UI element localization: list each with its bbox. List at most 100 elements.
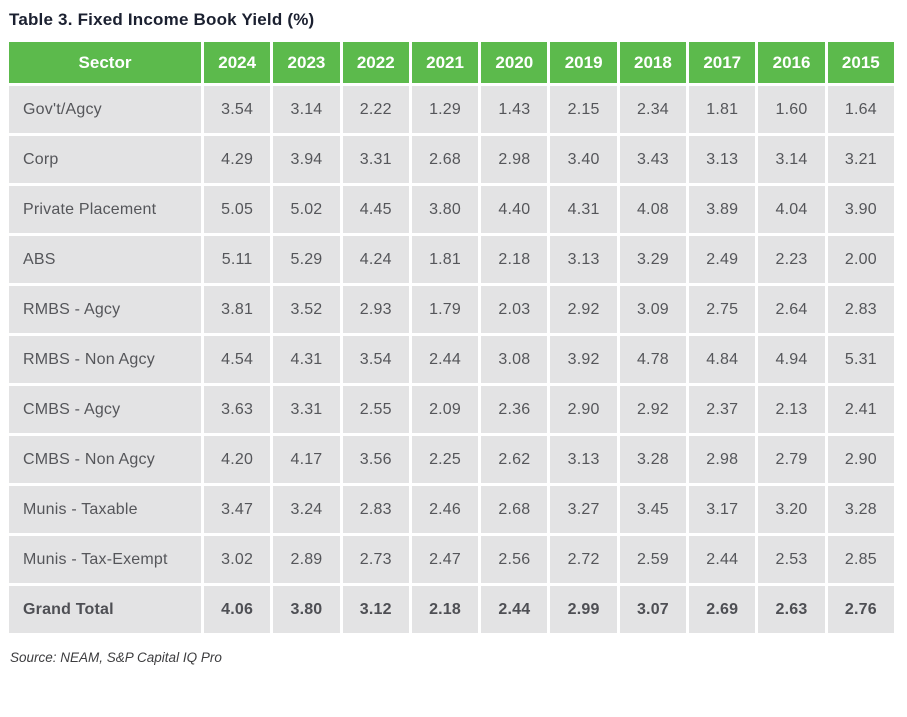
value-cell: 2.59 <box>619 536 687 583</box>
value-cell: 5.31 <box>827 336 894 383</box>
value-cell: 3.21 <box>827 136 894 183</box>
value-cell: 4.04 <box>758 186 825 233</box>
value-cell: 4.45 <box>342 186 409 233</box>
value-cell: 2.64 <box>758 286 825 333</box>
value-cell: 3.89 <box>689 186 756 233</box>
value-cell: 3.13 <box>550 436 617 483</box>
value-cell: 2.03 <box>481 286 548 333</box>
value-cell: 2.44 <box>481 586 548 633</box>
value-cell: 2.85 <box>827 536 894 583</box>
value-cell: 1.81 <box>689 86 756 133</box>
sector-cell: ABS <box>9 236 201 283</box>
value-cell: 3.54 <box>204 86 271 133</box>
value-cell: 2.89 <box>273 536 340 583</box>
table-title: Table 3. Fixed Income Book Yield (%) <box>9 10 315 29</box>
value-cell: 2.92 <box>619 386 687 433</box>
value-cell: 3.52 <box>273 286 340 333</box>
sector-cell: Private Placement <box>9 186 201 233</box>
value-cell: 3.28 <box>827 486 894 533</box>
sector-cell: CMBS - Non Agcy <box>9 436 201 483</box>
value-cell: 3.81 <box>204 286 271 333</box>
value-cell: 2.34 <box>619 86 687 133</box>
grand-total-row: Grand Total 4.06 3.80 3.12 2.18 2.44 2.99 3.07 2… <box>9 586 894 633</box>
value-cell: 2.47 <box>411 536 479 583</box>
value-cell: 4.06 <box>204 586 271 633</box>
value-cell: 1.64 <box>827 86 894 133</box>
value-cell: 4.08 <box>619 186 687 233</box>
value-cell: 5.02 <box>273 186 340 233</box>
value-cell: 3.24 <box>273 486 340 533</box>
value-cell: 3.47 <box>204 486 271 533</box>
value-cell: 2.44 <box>689 536 756 583</box>
table-row: RMBS - Non Agcy 4.54 4.31 3.54 2.44 3.08 3.92 4… <box>9 336 894 383</box>
value-cell: 4.54 <box>204 336 271 383</box>
value-cell: 3.27 <box>550 486 617 533</box>
value-cell: 3.12 <box>342 586 409 633</box>
value-cell: 5.29 <box>273 236 340 283</box>
value-cell: 3.13 <box>689 136 756 183</box>
value-cell: 3.56 <box>342 436 409 483</box>
value-cell: 4.78 <box>619 336 687 383</box>
value-cell: 3.14 <box>273 86 340 133</box>
value-cell: 2.23 <box>758 236 825 283</box>
value-cell: 3.09 <box>619 286 687 333</box>
value-cell: 2.46 <box>411 486 479 533</box>
year-column-header: 2016 <box>758 42 825 83</box>
value-cell: 3.94 <box>273 136 340 183</box>
value-cell: 2.18 <box>411 586 479 633</box>
sector-column-header: Sector <box>9 42 201 83</box>
value-cell: 2.99 <box>550 586 617 633</box>
value-cell: 2.93 <box>342 286 409 333</box>
value-cell: 2.90 <box>550 386 617 433</box>
value-cell: 1.43 <box>481 86 548 133</box>
value-cell: 2.98 <box>481 136 548 183</box>
value-cell: 2.83 <box>827 286 894 333</box>
table-row: Munis - Tax-Exempt 3.02 2.89 2.73 2.47 2.56 2.… <box>9 536 894 583</box>
value-cell: 4.20 <box>204 436 271 483</box>
year-column-header: 2021 <box>411 42 479 83</box>
value-cell: 2.41 <box>827 386 894 433</box>
value-cell: 4.29 <box>204 136 271 183</box>
value-cell: 3.80 <box>273 586 340 633</box>
sector-cell: Munis - Tax-Exempt <box>9 536 201 583</box>
year-column-header: 2022 <box>342 42 409 83</box>
year-column-header: 2019 <box>550 42 617 83</box>
year-column-header: 2017 <box>689 42 756 83</box>
value-cell: 3.92 <box>550 336 617 383</box>
table-row: Munis - Taxable 3.47 3.24 2.83 2.46 2.68 3.27 3… <box>9 486 894 533</box>
fixed-income-yield-table: Sector 2024 2023 2022 2021 2020 2019 2018 2017 20… <box>6 39 897 636</box>
table-row: CMBS - Non Agcy 4.20 4.17 3.56 2.25 2.62 3.13 3… <box>9 436 894 483</box>
value-cell: 2.68 <box>411 136 479 183</box>
value-cell: 3.80 <box>411 186 479 233</box>
table-header: Sector 2024 2023 2022 2021 2020 2019 2018 2017 20… <box>9 42 894 83</box>
year-column-header: 2020 <box>481 42 548 83</box>
value-cell: 4.17 <box>273 436 340 483</box>
value-cell: 2.98 <box>689 436 756 483</box>
value-cell: 3.28 <box>619 436 687 483</box>
value-cell: 3.08 <box>481 336 548 383</box>
value-cell: 2.15 <box>550 86 617 133</box>
table-row: RMBS - Agcy 3.81 3.52 2.93 1.79 2.03 2.92 3.09 2… <box>9 286 894 333</box>
value-cell: 3.43 <box>619 136 687 183</box>
value-cell: 3.02 <box>204 536 271 583</box>
sector-cell: Grand Total <box>9 586 201 633</box>
value-cell: 1.29 <box>411 86 479 133</box>
value-cell: 2.92 <box>550 286 617 333</box>
value-cell: 2.22 <box>342 86 409 133</box>
value-cell: 2.37 <box>689 386 756 433</box>
value-cell: 4.24 <box>342 236 409 283</box>
value-cell: 5.05 <box>204 186 271 233</box>
value-cell: 2.00 <box>827 236 894 283</box>
value-cell: 3.20 <box>758 486 825 533</box>
value-cell: 3.40 <box>550 136 617 183</box>
value-cell: 2.36 <box>481 386 548 433</box>
value-cell: 2.75 <box>689 286 756 333</box>
sector-cell: Gov't/Agcy <box>9 86 201 133</box>
value-cell: 2.09 <box>411 386 479 433</box>
value-cell: 2.63 <box>758 586 825 633</box>
value-cell: 4.31 <box>550 186 617 233</box>
sector-cell: CMBS - Agcy <box>9 386 201 433</box>
value-cell: 3.90 <box>827 186 894 233</box>
value-cell: 2.72 <box>550 536 617 583</box>
